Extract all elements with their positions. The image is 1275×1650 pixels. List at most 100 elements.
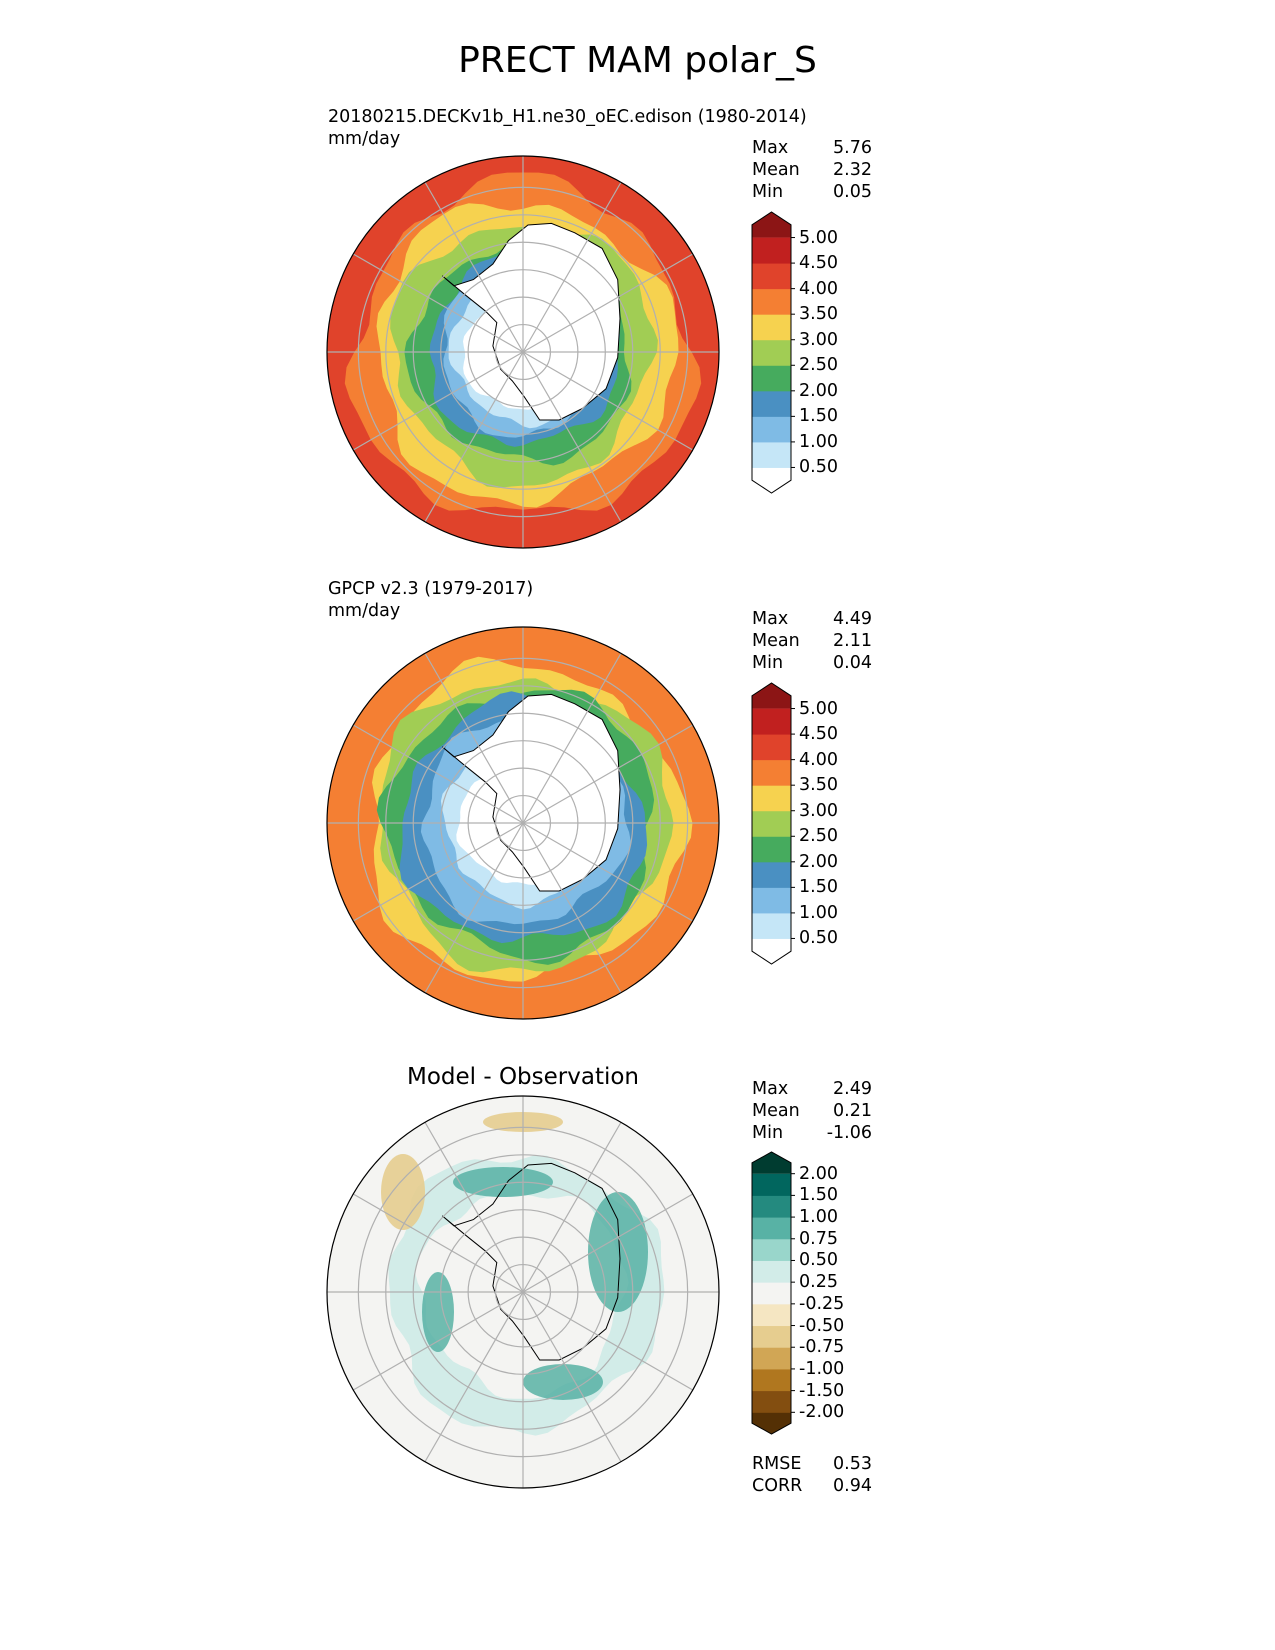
stat-value: 4.49 [833, 609, 872, 629]
colorbar-tick-label: 2.00 [799, 851, 838, 872]
stat-value: 2.11 [833, 631, 872, 651]
colorbar-extend-max [752, 1152, 791, 1174]
meridian-gridline [522, 1291, 694, 1391]
colorbar-segment [752, 887, 791, 914]
colorbar-segment [752, 785, 791, 812]
colorbar-tick-label: 0.50 [799, 1250, 838, 1271]
figure-title: PRECT MAM polar_S [458, 40, 817, 81]
diff-patch [588, 1192, 648, 1312]
meridian-gridline [522, 253, 694, 353]
diff-patch [523, 1364, 603, 1400]
stat-label: Max [752, 138, 789, 158]
colorbar-tick-label: 0.50 [799, 457, 838, 478]
colorbar-tick-label: 4.50 [799, 253, 838, 274]
colorbar-tick-label: 1.50 [799, 877, 838, 898]
colorbar-tick-label: 2.00 [799, 380, 838, 401]
diff-patch [453, 1167, 553, 1197]
meridian-gridline [522, 181, 622, 353]
colorbar-segment [752, 237, 791, 264]
colorbar-segment [752, 365, 791, 392]
colorbar-tick-label: 3.00 [799, 800, 838, 821]
meridian-gridline [522, 1121, 622, 1293]
stat-label: Min [752, 1123, 784, 1143]
colorbar-segment [752, 339, 791, 366]
colorbar-segment [752, 1390, 791, 1413]
meridian-gridline [352, 1291, 524, 1391]
panel-3-title: Model - Observation [406, 1064, 640, 1090]
precip-contour [415, 1194, 629, 1399]
colorbar-segment [752, 441, 791, 468]
colorbar-segment [752, 288, 791, 315]
panel-2-stats: Max 4.49 Mean 2.11 Min 0.04 [752, 608, 872, 674]
polar-map-diff [326, 1095, 720, 1489]
meridian-gridline [424, 1291, 524, 1463]
colorbar-segment [752, 810, 791, 837]
colorbar-reference [751, 682, 795, 965]
colorbar-tick-label: -0.75 [799, 1337, 845, 1358]
meridian-gridline [522, 652, 622, 824]
stat-label: Mean [752, 160, 800, 180]
stat-value: 0.04 [833, 653, 872, 673]
panel-1-units: mm/day [328, 129, 401, 149]
colorbar-tick-label: -1.00 [799, 1358, 845, 1379]
panel-2-title: GPCP v2.3 (1979-2017) [328, 579, 534, 599]
stat-value: 0.94 [833, 1476, 872, 1496]
colorbar-segment [752, 263, 791, 290]
colorbar-tick-label: -2.00 [799, 1402, 845, 1423]
colorbar-segment [752, 912, 791, 939]
panel-1-stats: Max 5.76 Mean 2.32 Min 0.05 [752, 137, 872, 203]
coastline [441, 693, 621, 892]
stat-label: Max [752, 1079, 789, 1099]
meridian-gridline [352, 351, 524, 451]
stat-value: 0.21 [833, 1101, 872, 1121]
colorbar-segment [752, 1173, 791, 1196]
polar-map-test [326, 155, 720, 549]
panel-3-skill-stats: RMSE 0.53 CORR 0.94 [752, 1453, 872, 1497]
colorbar-extend-max [752, 683, 791, 709]
stat-value: 0.53 [833, 1454, 872, 1474]
colorbar-segment [752, 759, 791, 786]
diff-patch [422, 1272, 454, 1352]
coastline [441, 222, 621, 421]
panel-2-units: mm/day [328, 601, 401, 621]
colorbar-tick-label: 1.00 [799, 431, 838, 452]
colorbar-segment [752, 1217, 791, 1240]
stat-value: 2.32 [833, 160, 872, 180]
stat-value: 2.49 [833, 1079, 872, 1099]
colorbar-extend-min [752, 467, 791, 493]
colorbar-tick-label: 3.50 [799, 304, 838, 325]
stat-label: Min [752, 653, 784, 673]
colorbar-segment [752, 314, 791, 341]
colorbar-tick-label: 0.50 [799, 928, 838, 949]
map-frame [326, 1095, 720, 1489]
colorbar-segment [752, 734, 791, 761]
colorbar-segment [752, 861, 791, 888]
meridian-gridline [522, 1193, 694, 1293]
colorbar-tick-label: 0.75 [799, 1228, 838, 1249]
colorbar-extend-max [752, 212, 791, 238]
colorbar-segment [752, 836, 791, 863]
colorbar-segment [752, 1195, 791, 1218]
colorbar-extend-min [752, 1412, 791, 1434]
colorbar-tick-label: 2.00 [799, 1163, 838, 1184]
meridian-gridline [522, 351, 694, 451]
meridian-gridline [522, 822, 694, 922]
colorbar-tick-label: -1.50 [799, 1380, 845, 1401]
meridian-gridline [424, 652, 524, 824]
stat-value: 0.05 [833, 182, 872, 202]
colorbar-tick-label: 5.00 [799, 698, 838, 719]
colorbar-tick-label: 2.50 [799, 355, 838, 376]
meridian-gridline [522, 822, 622, 994]
stat-value: -1.06 [826, 1123, 872, 1143]
stat-label: Min [752, 182, 784, 202]
meridian-gridline [424, 1121, 524, 1293]
colorbar-diff [751, 1151, 795, 1435]
meridian-gridline [522, 351, 622, 523]
colorbar-segment [752, 1347, 791, 1370]
colorbar-tick-label: 1.00 [799, 1207, 838, 1228]
colorbar-tick-label: 2.50 [799, 826, 838, 847]
colorbar-tick-label: -0.50 [799, 1315, 845, 1336]
colorbar-test [751, 211, 795, 494]
meridian-gridline [424, 822, 524, 994]
colorbar-extend-min [752, 938, 791, 964]
